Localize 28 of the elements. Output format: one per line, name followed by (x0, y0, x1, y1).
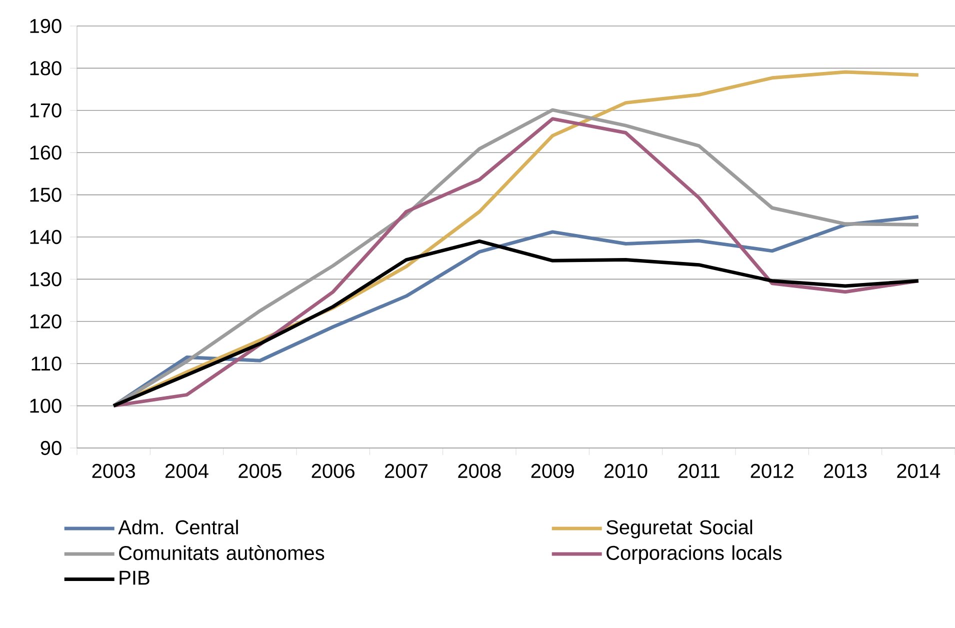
y-tick-label: 180 (30, 61, 62, 76)
y-tick-label: 150 (30, 188, 62, 202)
y-tick-label: 170 (30, 103, 62, 118)
y-tick-label: 140 (30, 230, 62, 244)
legend-label: Adm. Central (118, 520, 238, 534)
x-tick-label: 2007 (385, 464, 428, 478)
x-tick-label: 2008 (458, 464, 501, 478)
x-tick-label: 2011 (678, 464, 720, 478)
legend-label: Seguretat Social (606, 520, 752, 538)
x-tick-label: 2004 (166, 464, 208, 478)
x-tick-label: 2013 (824, 464, 867, 478)
x-tick-label: 2003 (92, 464, 135, 478)
y-tick-label: 100 (30, 398, 62, 413)
legend-label: PIB (120, 570, 150, 585)
x-tick-label: 2010 (604, 464, 648, 478)
legend-label: Corporacions locals (606, 545, 782, 564)
x-tick-label: 2014 (897, 464, 940, 478)
y-tick-label: 90 (40, 440, 62, 456)
x-tick-label: 2005 (238, 464, 282, 478)
x-tick-label: 2009 (531, 464, 574, 478)
y-tick-label: 190 (30, 18, 62, 34)
y-tick-label: 130 (30, 272, 62, 286)
y-tick-label: 110 (32, 356, 62, 371)
y-tick-label: 160 (30, 146, 62, 160)
x-tick-label: 2006 (312, 464, 354, 478)
y-tick-label: 120 (30, 314, 62, 328)
x-tick-label: 2012 (750, 464, 794, 478)
legend-label: Comunitats autònomes (119, 545, 324, 560)
